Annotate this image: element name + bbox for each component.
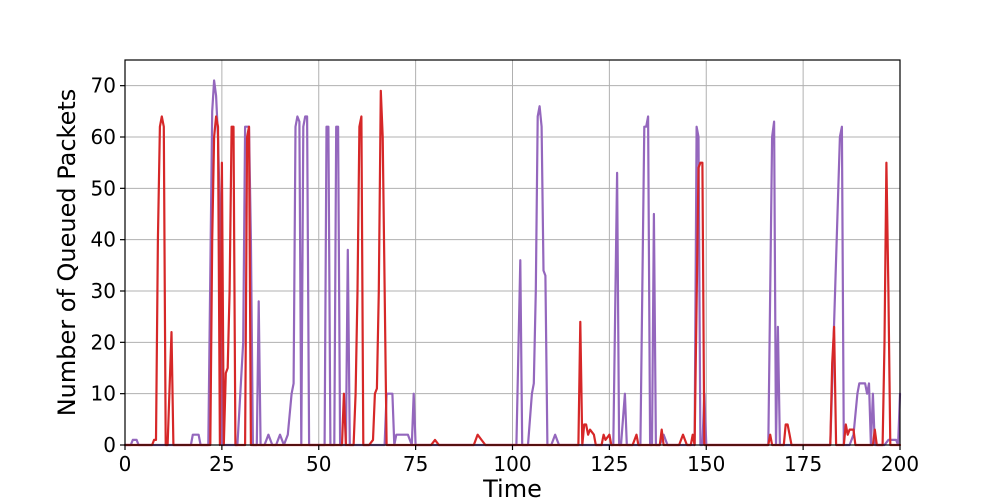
x-tick-label: 100 xyxy=(493,452,531,476)
x-tick-label: 175 xyxy=(784,452,822,476)
y-tick-label: 30 xyxy=(91,279,116,303)
x-tick-label: 200 xyxy=(881,452,919,476)
x-tick-label: 125 xyxy=(590,452,628,476)
x-tick-label: 75 xyxy=(403,452,428,476)
y-tick-label: 20 xyxy=(91,330,116,354)
y-tick-label: 60 xyxy=(91,125,116,149)
y-tick-label: 0 xyxy=(103,433,116,457)
y-tick-label: 40 xyxy=(91,228,116,252)
y-tick-label: 50 xyxy=(91,176,116,200)
x-tick-label: 50 xyxy=(306,452,331,476)
x-axis-label: Time xyxy=(482,475,542,500)
ticks: 0 25 50 75 100 125 150 175 200 0 10 20 30 40 50 60 70 xyxy=(91,74,920,476)
x-tick-label: 25 xyxy=(209,452,234,476)
y-tick-label: 70 xyxy=(91,74,116,98)
y-tick-label: 10 xyxy=(91,382,116,406)
x-tick-label: 150 xyxy=(687,452,725,476)
x-tick-label: 0 xyxy=(119,452,132,476)
y-axis-label: Number of Queued Packets xyxy=(53,89,81,417)
